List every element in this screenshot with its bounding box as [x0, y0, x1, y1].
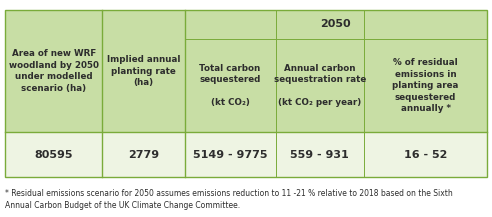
- Text: 5149 - 9775: 5149 - 9775: [193, 150, 267, 160]
- Text: 80595: 80595: [34, 150, 73, 160]
- Bar: [5, 132, 487, 177]
- Text: Annual carbon
sequestration rate

(kt CO₂ per year): Annual carbon sequestration rate (kt CO₂…: [274, 64, 366, 107]
- Text: % of residual
emissions in
planting area
sequestered
annually *: % of residual emissions in planting area…: [393, 58, 459, 113]
- Text: 2050: 2050: [320, 19, 351, 30]
- Text: Total carbon
sequestered

(kt CO₂): Total carbon sequestered (kt CO₂): [199, 64, 261, 107]
- Bar: [5, 10, 487, 132]
- Text: 559 - 931: 559 - 931: [290, 150, 349, 160]
- Text: Implied annual
planting rate
(ha): Implied annual planting rate (ha): [107, 55, 180, 87]
- Bar: [5, 10, 487, 177]
- Text: * Residual emissions scenario for 2050 assumes emissions reduction to 11 -21 % r: * Residual emissions scenario for 2050 a…: [5, 189, 453, 198]
- Text: Annual Carbon Budget of the UK Climate Change Committee.: Annual Carbon Budget of the UK Climate C…: [5, 201, 240, 210]
- Text: Area of new WRF
woodland by 2050
under modelled
scenario (ha): Area of new WRF woodland by 2050 under m…: [9, 49, 98, 93]
- Text: 16 - 52: 16 - 52: [404, 150, 447, 160]
- Text: 2779: 2779: [128, 150, 159, 160]
